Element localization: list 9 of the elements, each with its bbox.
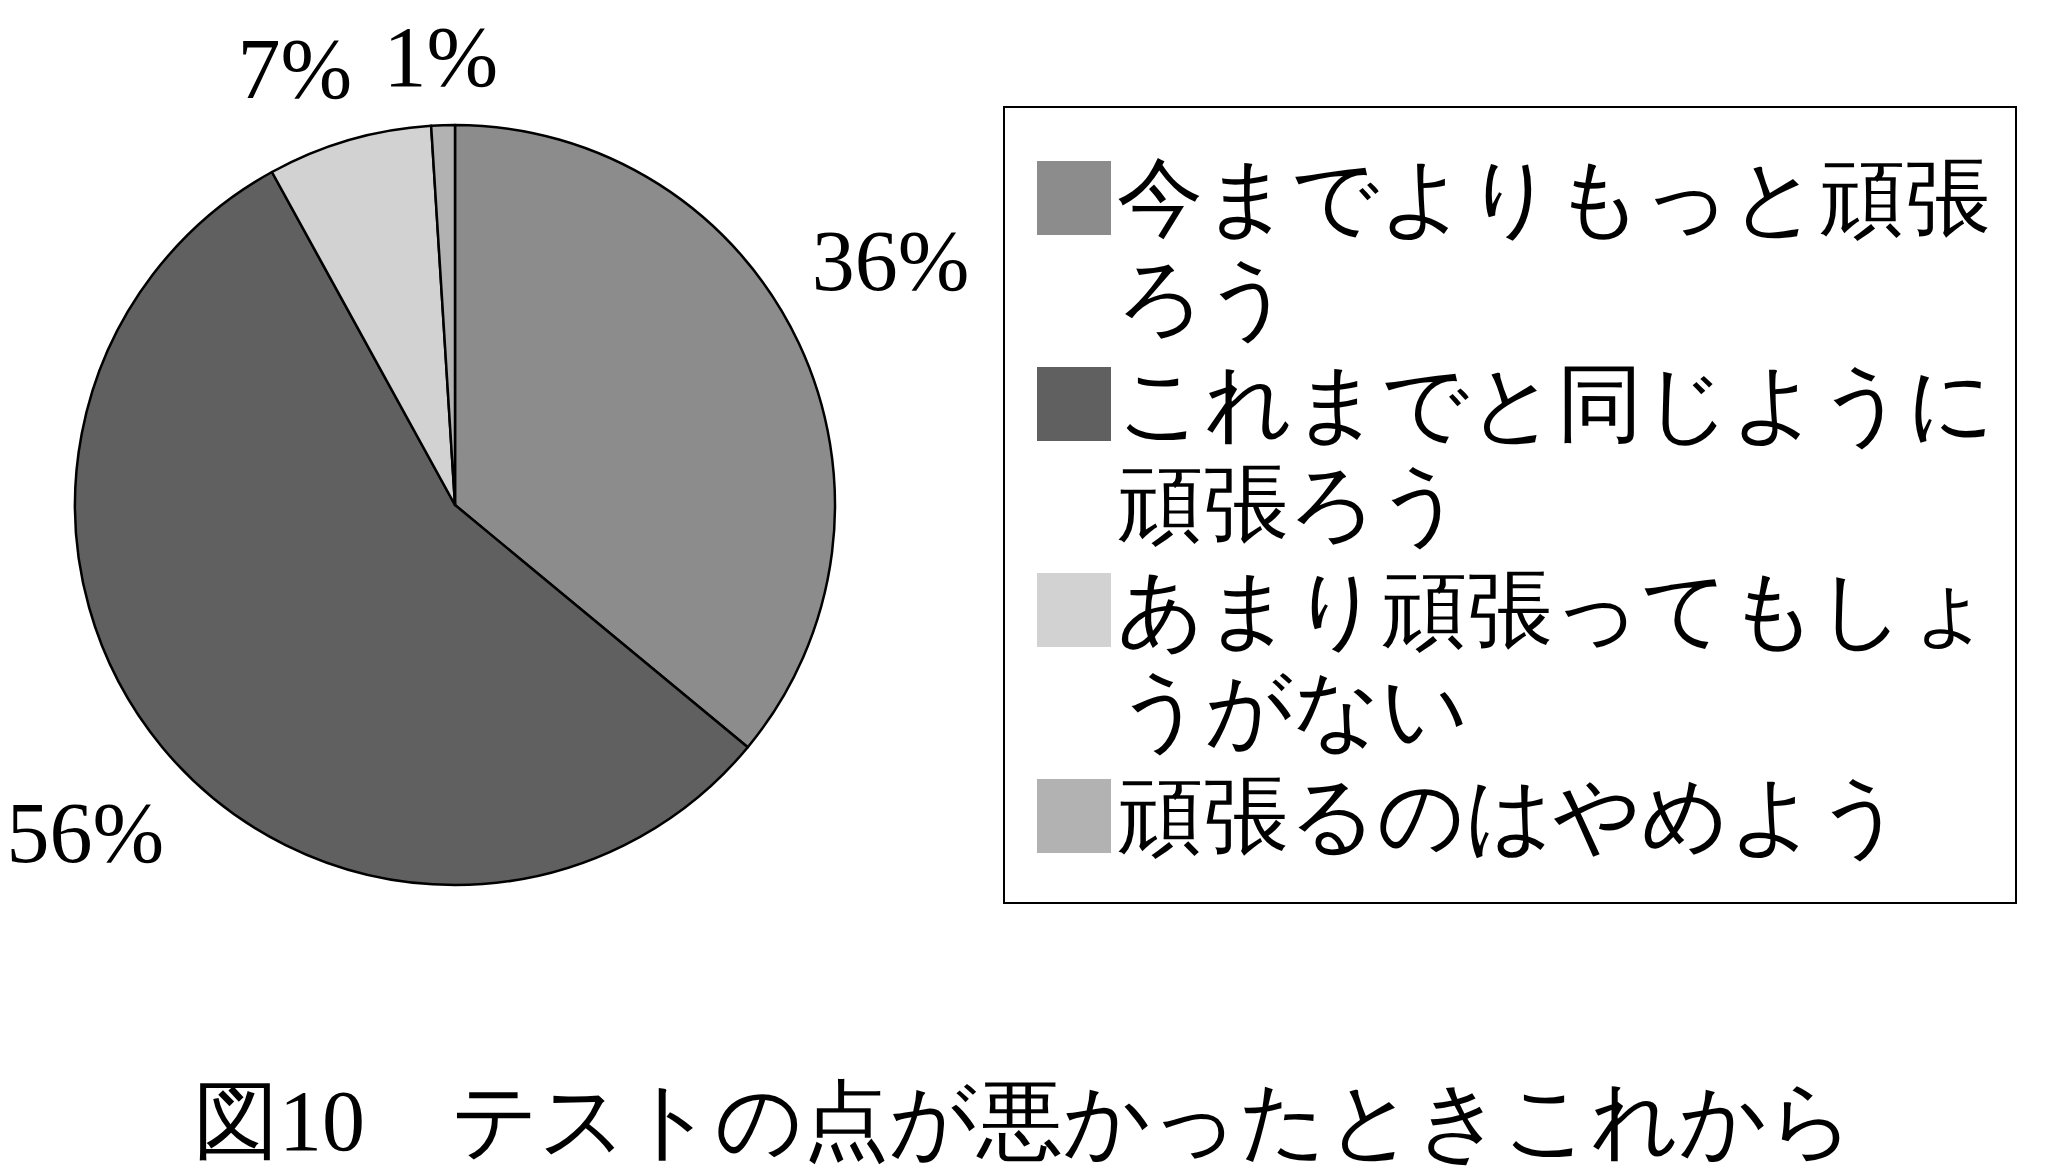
legend-label: 今までよりもっと頑張ろう <box>1117 149 1992 348</box>
legend-label: 頑張るのはやめよう <box>1117 767 1906 866</box>
data-label: 1% <box>383 8 499 105</box>
data-label: 36% <box>811 212 970 309</box>
text: 図10 テストの点が悪かったときこれから <box>193 1073 1855 1169</box>
legend-label: これまでと同じように頑張ろう <box>1117 355 1996 554</box>
data-label: 7% <box>237 21 353 118</box>
data-label: 56% <box>6 784 165 881</box>
legend-label: あまり頑張ってもしょうがない <box>1117 561 1994 760</box>
